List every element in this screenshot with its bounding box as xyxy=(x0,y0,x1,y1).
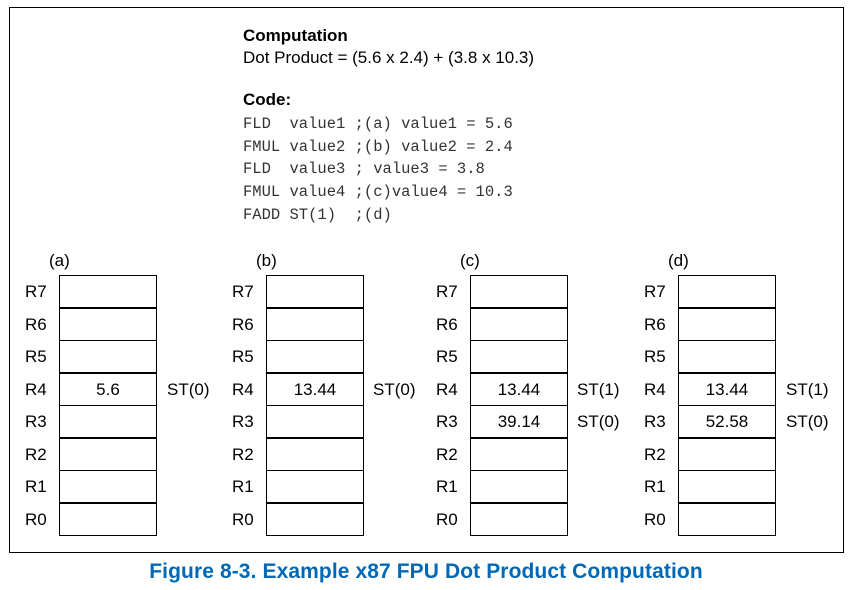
register-cell xyxy=(470,275,568,308)
register-name: R1 xyxy=(232,477,254,496)
stack-top-label: ST(0) xyxy=(786,412,829,431)
register-cell xyxy=(266,470,364,503)
register-cell xyxy=(678,502,776,536)
code-line: FMUL value4 ;(c)value4 = 10.3 xyxy=(243,183,513,202)
register-cell: 5.6 xyxy=(59,372,157,406)
stack-top-label: ST(0) xyxy=(167,379,210,399)
register-name: R3 xyxy=(232,412,254,431)
register-cell xyxy=(470,502,568,536)
register-cell: 52.58 xyxy=(678,405,776,438)
register-name: R6 xyxy=(25,314,47,334)
stack-top-label: ST(0) xyxy=(373,379,416,399)
register-name: R5 xyxy=(25,347,47,366)
code-line: FLD value3 ; value3 = 3.8 xyxy=(243,160,485,179)
register-cell xyxy=(678,437,776,471)
register-cell xyxy=(59,470,157,503)
diagram-label: (c) xyxy=(460,251,480,270)
register-name: R6 xyxy=(232,314,254,334)
register-cell xyxy=(266,275,364,308)
register-cell xyxy=(59,340,157,373)
diagram-label: (d) xyxy=(668,251,689,270)
computation-title: Computation xyxy=(243,26,348,45)
register-name: R3 xyxy=(25,412,47,431)
register-name: R0 xyxy=(25,509,47,529)
register-cell: 13.44 xyxy=(678,372,776,406)
register-cell xyxy=(470,470,568,503)
register-name: R4 xyxy=(436,379,458,399)
register-cell: 39.14 xyxy=(470,405,568,438)
register-cell: 13.44 xyxy=(470,372,568,406)
register-name: R4 xyxy=(25,379,47,399)
code-line: FLD value1 ;(a) value1 = 5.6 xyxy=(243,115,513,133)
register-name: R7 xyxy=(436,282,458,301)
register-name: R7 xyxy=(232,282,254,301)
register-cell xyxy=(266,405,364,438)
register-name: R6 xyxy=(644,314,666,334)
register-cell xyxy=(678,275,776,308)
register-cell xyxy=(59,502,157,536)
register-name: R3 xyxy=(436,412,458,431)
register-name: R4 xyxy=(232,379,254,399)
code-title: Code: xyxy=(243,90,292,109)
register-cell xyxy=(470,340,568,373)
figure-caption: Figure 8-3. Example x87 FPU Dot Product … xyxy=(149,560,703,583)
stack-top-label: ST(1) xyxy=(786,379,829,399)
register-name: R0 xyxy=(644,509,666,529)
register-name: R1 xyxy=(644,477,666,496)
register-name: R2 xyxy=(436,444,458,464)
register-name: R1 xyxy=(25,477,47,496)
register-cell xyxy=(470,307,568,341)
register-cell xyxy=(266,502,364,536)
register-cell xyxy=(59,437,157,471)
register-cell xyxy=(266,340,364,373)
register-name: R7 xyxy=(25,282,47,301)
register-name: R0 xyxy=(232,509,254,529)
register-name: R6 xyxy=(436,314,458,334)
register-cell xyxy=(266,437,364,471)
register-name: R2 xyxy=(232,444,254,464)
register-cell xyxy=(678,340,776,373)
code-listing: FLD value1 ;(a) value1 = 5.6 FMUL value2 … xyxy=(243,113,513,227)
register-cell xyxy=(678,307,776,341)
register-name: R5 xyxy=(436,347,458,366)
register-name: R2 xyxy=(644,444,666,464)
register-cell xyxy=(59,307,157,341)
diagram-label: (b) xyxy=(256,251,277,270)
register-cell xyxy=(266,307,364,341)
register-name: R0 xyxy=(436,509,458,529)
register-name: R2 xyxy=(25,444,47,464)
register-cell xyxy=(678,470,776,503)
register-cell xyxy=(59,275,157,308)
stack-top-label: ST(1) xyxy=(577,379,620,399)
register-cell: 13.44 xyxy=(266,372,364,406)
code-line: FADD ST(1) ;(d) xyxy=(243,205,392,224)
code-line: FMUL value2 ;(b) value2 = 2.4 xyxy=(243,137,513,156)
register-name: R7 xyxy=(644,282,666,301)
register-name: R5 xyxy=(232,347,254,366)
register-cell xyxy=(59,405,157,438)
register-name: R1 xyxy=(436,477,458,496)
register-cell xyxy=(470,437,568,471)
register-name: R5 xyxy=(644,347,666,366)
computation-formula: Dot Product = (5.6 x 2.4) + (3.8 x 10.3) xyxy=(243,48,535,67)
stack-top-label: ST(0) xyxy=(577,412,620,431)
register-name: R3 xyxy=(644,412,666,431)
figure-frame xyxy=(9,7,844,553)
register-name: R4 xyxy=(644,379,666,399)
diagram-label: (a) xyxy=(49,251,70,270)
